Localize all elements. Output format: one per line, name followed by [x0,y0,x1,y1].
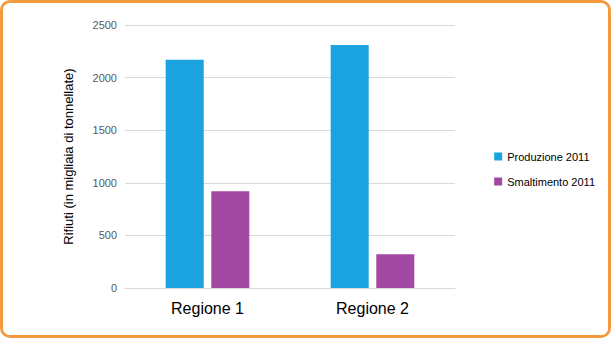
svg-text:2000: 2000 [93,72,117,84]
svg-text:1500: 1500 [93,124,117,136]
svg-text:1000: 1000 [93,177,117,189]
svg-text:Rifiuti (in migliaia di tonnel: Rifiuti (in migliaia di tonnellate) [61,68,76,244]
svg-text:Regione 2: Regione 2 [336,300,409,317]
svg-text:2500: 2500 [93,19,117,31]
svg-text:Regione 1: Regione 1 [171,300,244,317]
svg-text:500: 500 [99,229,117,241]
svg-text:Produzione 2011: Produzione 2011 [507,151,589,163]
svg-text:0: 0 [111,282,117,294]
svg-text:Smaltimento 2011: Smaltimento 2011 [507,176,595,188]
